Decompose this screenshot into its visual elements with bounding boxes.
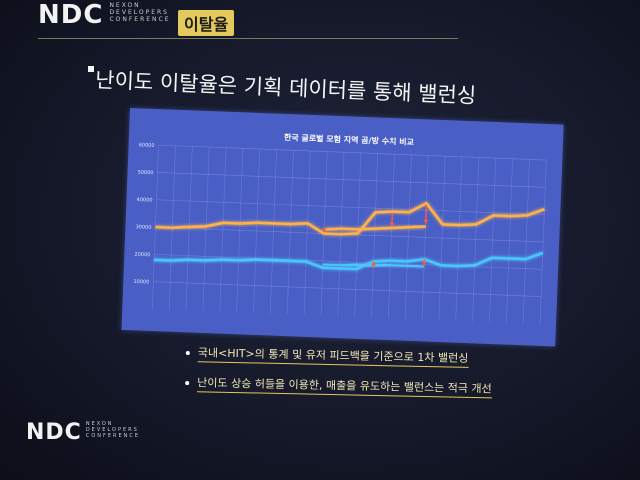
y-tick-label: 60000	[139, 142, 155, 149]
bullet-text: 국내<HIT>의 통계 및 유저 피드백을 기준으로 1차 밸런싱	[197, 344, 469, 368]
series-line	[155, 201, 545, 236]
ndc-logo-wordmark: NEXON DEVELOPERS CONFERENCE	[86, 421, 140, 439]
arrow-head	[321, 228, 327, 233]
grid-line-vertical	[539, 160, 547, 324]
grid-line-vertical	[421, 155, 429, 320]
chart-arrows	[321, 204, 429, 269]
ndc-logo-header: NDC NEXON DEVELOPERS CONFERENCE	[38, 0, 171, 30]
chart-grid	[152, 144, 547, 324]
ndc-logo-wordmark: NEXON DEVELOPERS CONFERENCE	[109, 2, 170, 23]
grid-line-vertical	[202, 147, 210, 311]
grid-line-vertical	[371, 153, 379, 318]
chart-series	[154, 201, 545, 271]
arrow-head	[370, 261, 376, 266]
grid-line-horizontal	[158, 144, 547, 161]
y-tick-label: 30000	[135, 224, 151, 231]
y-tick-label: 50000	[138, 170, 154, 177]
section-tag: 이탈율	[178, 10, 235, 36]
grid-line-vertical	[489, 158, 497, 322]
title-bullet-icon	[88, 66, 94, 72]
slide-title: 난이도 이탈율은 기획 데이터를 통해 밸런싱	[94, 67, 477, 108]
logo-line-developers: DEVELOPERS	[85, 427, 139, 433]
y-tick-label: 20000	[134, 252, 150, 259]
line-chart: 한국 글로벌 모험 지역 곰/방 수치 비교 60000 50000 40000 30…	[133, 132, 547, 324]
grid-line-vertical	[253, 148, 261, 313]
grid-line-vertical	[522, 159, 530, 324]
logo-line-conference: CONFERENCE	[109, 16, 171, 23]
bullet-icon	[185, 350, 190, 356]
grid-line-vertical	[388, 154, 395, 319]
grid-line-horizontal	[154, 254, 543, 270]
chart-title: 한국 글로벌 모험 지역 곰/방 수치 비교	[284, 132, 415, 147]
ndc-logo-footer: NDC NEXON DEVELOPERS CONFERENCE	[26, 420, 140, 446]
grid-line-vertical	[455, 156, 463, 321]
bullet-item: 난이도 상승 허들을 이용한, 매출을 유도하는 밸런스는 적극 개선	[185, 374, 492, 399]
grid-line-vertical	[152, 145, 159, 310]
y-tick-label: 40000	[136, 197, 152, 204]
grid-line-vertical	[472, 157, 480, 322]
grid-line-vertical	[303, 150, 311, 315]
arrow-head	[423, 219, 429, 224]
grid-line-vertical	[270, 149, 277, 314]
grid-line-vertical	[185, 146, 193, 311]
grid-line-horizontal	[156, 199, 545, 215]
chart-panel: 한국 글로벌 모험 지역 곰/방 수치 비교 60000 50000 40000 30…	[121, 108, 564, 347]
grid-line-horizontal	[153, 281, 542, 297]
grid-line-vertical	[236, 148, 244, 313]
bullet-icon	[185, 380, 190, 386]
y-tick-label: 10000	[133, 279, 149, 286]
logo-line-conference: CONFERENCE	[85, 433, 141, 439]
grid-line-horizontal	[157, 172, 546, 188]
series-line	[154, 251, 544, 271]
header-divider	[38, 38, 458, 39]
series-line	[324, 225, 426, 231]
grid-line-vertical	[506, 158, 513, 323]
bullet-text: 난이도 상승 허들을 이용한, 매출을 유도하는 밸런스는 적극 개선	[196, 374, 492, 399]
bullet-list: 국내<HIT>의 통계 및 유저 피드백을 기준으로 1차 밸런싱 난이도 상승…	[185, 344, 493, 410]
grid-line-vertical	[219, 147, 227, 312]
logo-line-nexon: NEXON	[85, 421, 114, 427]
grid-line-vertical	[354, 152, 362, 317]
grid-line-vertical	[286, 150, 294, 315]
arrow-head	[421, 259, 427, 264]
grid-line-vertical	[404, 154, 412, 319]
ndc-logo-mark: NDC	[26, 420, 82, 445]
ndc-logo-mark: NDC	[38, 0, 104, 30]
arrow-head	[389, 222, 395, 227]
chart-y-ticks: 60000 50000 40000 30000 20000 10000	[133, 142, 154, 285]
logo-line-nexon: NEXON	[109, 2, 141, 9]
bullet-item: 국내<HIT>의 통계 및 유저 피드백을 기준으로 1차 밸런싱	[185, 344, 493, 368]
grid-line-vertical	[438, 156, 446, 321]
logo-line-developers: DEVELOPERS	[109, 9, 169, 16]
